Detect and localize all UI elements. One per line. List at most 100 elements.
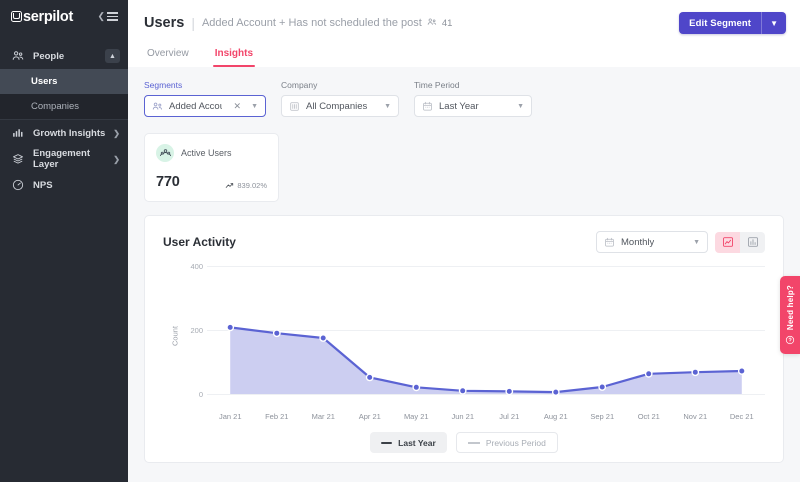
- userpilot-logo-mark: [11, 10, 22, 22]
- building-icon: [289, 101, 300, 112]
- segment-subtitle-text: Added Account + Has not scheduled the po…: [201, 17, 422, 29]
- sidebar-divider: [0, 119, 128, 120]
- edit-segment-label: Edit Segment: [689, 17, 752, 29]
- sidebar-item-companies-label: Companies: [31, 101, 80, 112]
- filter-company-label: Company: [281, 80, 318, 90]
- granularity-select[interactable]: Monthly ▼: [596, 231, 708, 253]
- bar-chart-icon: [11, 127, 25, 139]
- people-group-icon: [427, 17, 437, 30]
- active-users-card-footer: 770 839.02%: [156, 174, 267, 190]
- active-users-card[interactable]: Active Users 770 839.02%: [144, 133, 279, 202]
- chevron-down-icon[interactable]: ▼: [770, 18, 778, 28]
- sidebar-item-people-label: People: [33, 50, 65, 62]
- x-tick-5: Jun 21: [451, 412, 475, 421]
- tab-insights-label: Insights: [214, 48, 254, 59]
- x-tick-6: Jul 21: [499, 412, 520, 421]
- active-users-delta: 839.02%: [225, 181, 267, 190]
- sidebar-item-nps[interactable]: NPS: [0, 172, 128, 198]
- sidebar: serpilot ❮ People ▲ Users Companies: [0, 0, 128, 482]
- line-chart-icon[interactable]: [715, 231, 740, 253]
- topbar: Users | Added Account + Has not schedule…: [128, 0, 800, 67]
- topbar-row: Users | Added Account + Has not schedule…: [144, 0, 786, 46]
- caret-down-icon[interactable]: ▼: [517, 102, 524, 110]
- legend-item-last-year[interactable]: Last Year: [370, 432, 447, 453]
- x-tick-3: Apr 21: [358, 412, 381, 421]
- filter-company: Company All Companies ▼: [281, 80, 399, 117]
- active-users-delta-value: 839.02%: [237, 181, 267, 190]
- x-tick-1: Feb 21: [265, 412, 289, 421]
- x-axis-labels: Jan 21 Feb 21 Mar 21 Apr 21 May 21 Jun 21 Jul …: [207, 412, 765, 421]
- user-activity-line-chart[interactable]: [207, 266, 765, 406]
- sidebar-item-companies[interactable]: Companies: [0, 94, 128, 119]
- content-area: Segments Added Account + H ✕ ▼: [128, 67, 800, 463]
- dashed-line-icon: [467, 441, 480, 444]
- chart-legend: Last Year Previous Period: [163, 432, 765, 453]
- caret-down-icon[interactable]: ▼: [251, 102, 258, 110]
- segment-count: 41: [441, 17, 453, 29]
- need-help-label: Need help?: [785, 285, 795, 331]
- caret-down-icon[interactable]: ▼: [384, 102, 391, 110]
- chart-svg-container: [207, 266, 765, 406]
- close-icon[interactable]: ✕: [233, 100, 242, 111]
- gridline-0: [207, 394, 765, 395]
- edit-segment-divider: [761, 12, 763, 34]
- tab-overview[interactable]: Overview: [145, 46, 191, 67]
- need-help-tab[interactable]: Need help?: [780, 276, 800, 354]
- title-separator: |: [191, 15, 195, 31]
- bar-chart-icon[interactable]: [740, 231, 765, 253]
- edit-segment-button[interactable]: Edit Segment ▼: [679, 12, 786, 34]
- menu-icon: [107, 12, 118, 21]
- filter-time-period-label: Time Period: [414, 80, 460, 90]
- sidebar-spacer: [0, 33, 128, 43]
- sidebar-item-users-label: Users: [31, 76, 58, 87]
- x-tick-8: Sep 21: [590, 412, 615, 421]
- chevron-up-icon[interactable]: ▲: [105, 49, 120, 63]
- app-logo[interactable]: serpilot: [11, 9, 73, 25]
- caret-down-icon[interactable]: ▼: [693, 238, 700, 246]
- legend-item-previous-period-label: Previous Period: [485, 437, 546, 448]
- sidebar-item-growth-insights[interactable]: Growth Insights ❯: [0, 120, 128, 146]
- company-select-value: All Companies: [306, 100, 368, 112]
- help-circle-icon: [785, 335, 795, 345]
- chart-controls: Monthly ▼: [596, 231, 765, 253]
- chart-plot-area: Count 400 200 0 Jan 21 Feb 21 Mar 21 Apr 21…: [163, 262, 765, 421]
- sidebar-item-users[interactable]: Users: [0, 69, 128, 94]
- chevron-right-icon: ❯: [113, 154, 120, 164]
- tab-bar: Overview Insights: [144, 46, 786, 67]
- x-tick-4: May 21: [403, 412, 429, 421]
- x-tick-9: Oct 21: [637, 412, 660, 421]
- time-period-select[interactable]: Last Year ▼: [414, 95, 532, 117]
- segments-select[interactable]: Added Account + H ✕ ▼: [144, 95, 266, 117]
- sidebar-item-engagement-layer[interactable]: Engagement Layer ❯: [0, 146, 128, 172]
- sidebar-collapse-button[interactable]: ❮: [97, 12, 118, 21]
- calendar-icon: [422, 101, 433, 112]
- x-tick-11: Dec 21: [729, 412, 754, 421]
- filter-segments: Segments Added Account + H ✕ ▼: [144, 80, 266, 117]
- filter-time-period: Time Period Last Year ▼: [414, 80, 532, 117]
- people-group-icon: [152, 101, 163, 112]
- main-content: Users | Added Account + Has not schedule…: [128, 0, 800, 482]
- x-tick-0: Jan 21: [218, 412, 242, 421]
- active-users-icon: [156, 144, 174, 162]
- chart-data-points[interactable]: [207, 266, 765, 406]
- solid-line-icon: [381, 441, 393, 444]
- x-tick-10: Nov 21: [683, 412, 708, 421]
- legend-item-previous-period[interactable]: Previous Period: [455, 432, 558, 453]
- tab-insights[interactable]: Insights: [212, 46, 256, 67]
- chevron-right-icon: ❯: [113, 128, 120, 138]
- x-tick-2: Mar 21: [311, 412, 335, 421]
- tab-overview-label: Overview: [147, 48, 189, 59]
- chart-view-toggle: [715, 231, 765, 253]
- time-period-select-value: Last Year: [439, 100, 479, 112]
- sidebar-header: serpilot ❮: [0, 0, 128, 33]
- gridline-200: [207, 330, 765, 331]
- company-select[interactable]: All Companies ▼: [281, 95, 399, 117]
- sidebar-item-people[interactable]: People ▲: [0, 43, 128, 69]
- calendar-icon: [604, 237, 615, 248]
- people-icon: [11, 50, 25, 62]
- y-tick-400: 400: [190, 262, 203, 271]
- y-tick-0: 0: [198, 390, 203, 399]
- segments-select-value: Added Account + H: [169, 100, 222, 112]
- filter-bar: Segments Added Account + H ✕ ▼: [144, 80, 784, 117]
